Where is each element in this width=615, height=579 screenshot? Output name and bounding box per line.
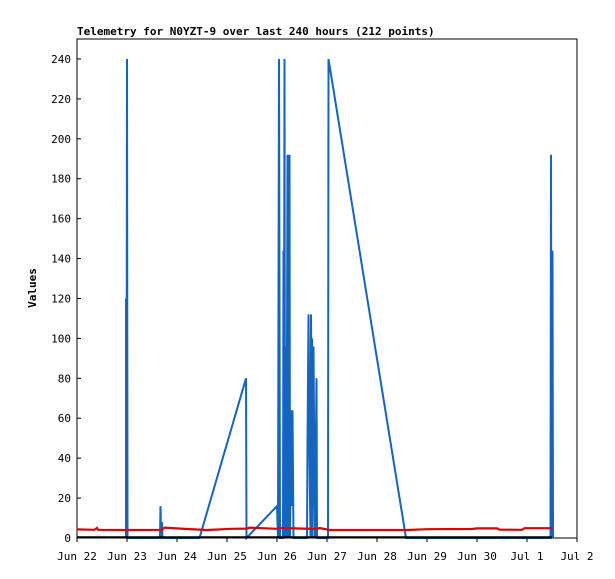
series-line-2 [76,526,552,532]
y-tick-label: 20 [58,492,71,505]
y-tick-label: 100 [51,332,71,345]
x-tick-label: Jun 24 [157,550,197,563]
y-tick-label: 180 [51,173,71,186]
y-tick-label: 40 [58,452,71,465]
y-tick-label: 240 [51,53,71,66]
x-tick-label: Jun 26 [257,550,297,563]
y-tick-label: 220 [51,93,71,106]
y-tick-label: 80 [58,372,71,385]
x-tick-label: Jun 27 [307,550,347,563]
y-tick-label: 160 [51,213,71,226]
axes-layer: 0 20 40 60 80 100 120 140 160 180 200 220 240 Jun 22 J… [51,53,593,563]
x-tick-label: Jun 28 [357,550,397,563]
y-tick-label: 120 [51,292,71,305]
y-tick-label: 140 [51,253,71,266]
x-tick-label: Jun 23 [107,550,147,563]
x-tick-label: Jun 25 [207,550,247,563]
y-tick-label: 200 [51,133,71,146]
x-tick-label: Jul 2 [560,550,593,563]
x-tick-label: Jun 22 [57,550,97,563]
series-line-1 [125,58,554,541]
y-axis-label: Values [26,268,39,308]
y-tick-label: 0 [64,532,71,545]
plot-area [76,38,578,539]
y-tick-label: 60 [58,412,71,425]
chart-title: Telemetry for N0YZT-9 over last 240 hour… [77,25,435,38]
series-layer [76,58,554,541]
x-tick-label: Jul 1 [510,550,543,563]
x-tick-label: Jun 30 [457,550,497,563]
x-tick-label: Jun 29 [407,550,447,563]
